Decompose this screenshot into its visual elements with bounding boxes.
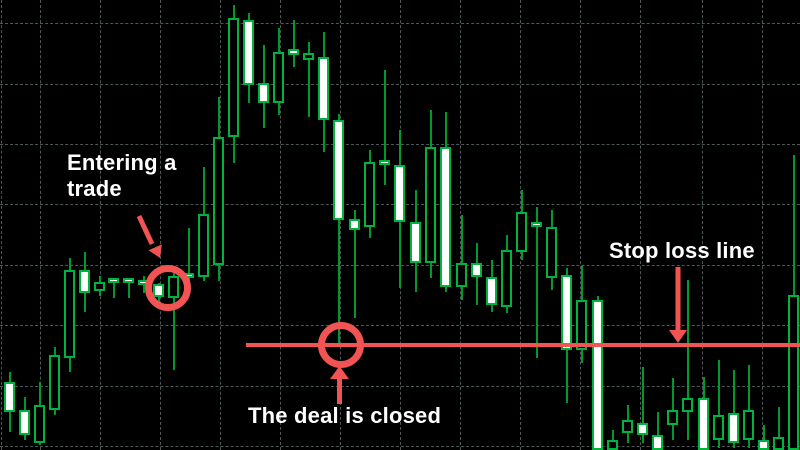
candle-body-bull [333, 120, 344, 220]
candle-body-bear [228, 18, 239, 137]
candle-body-bear [168, 276, 179, 298]
candle-body-bull [637, 423, 648, 435]
entry-arrow-shaft [136, 214, 155, 246]
candle-body-bear [667, 410, 678, 425]
candle-body-bull [288, 49, 299, 55]
candle-wick [672, 378, 674, 440]
close-circle [318, 322, 364, 368]
candle-body-bull [592, 300, 603, 450]
candle-body-bear [682, 398, 693, 412]
stop-loss-label: Stop loss line [609, 238, 755, 263]
candle-wick [733, 370, 735, 448]
candle-wick [718, 360, 720, 448]
candle-wick [536, 207, 538, 358]
candle-wick [293, 20, 295, 67]
deal-closed-label: The deal is closed [248, 403, 442, 428]
candle-body-bull [652, 435, 663, 450]
candle-wick [763, 425, 765, 450]
close-arrow-head [330, 366, 349, 379]
candle-wick [642, 367, 644, 443]
candle-body-bear [64, 270, 75, 358]
candle-wick [188, 228, 190, 285]
candle-body-bear [198, 214, 209, 277]
candle-body-bull [728, 413, 739, 443]
grid-line-vertical [460, 0, 461, 450]
candle-body-bull [698, 398, 709, 450]
grid-line-vertical [762, 0, 763, 450]
candle-wick [687, 280, 689, 440]
entry-circle [145, 265, 191, 311]
candle-body-bear [273, 52, 284, 103]
candle-body-bull [758, 440, 769, 450]
candle-wick [338, 114, 340, 343]
candle-wick [461, 215, 463, 300]
grid-line-vertical [40, 0, 41, 450]
candle-body-bear [607, 440, 618, 450]
grid-line-vertical [340, 0, 341, 450]
entry-arrow-head [148, 244, 162, 258]
candle-wick [308, 42, 310, 117]
candle-body-bull [561, 275, 572, 350]
entry-trade-label-line1: Entering a [67, 150, 177, 175]
candle-wick [173, 270, 175, 370]
candle-body-bear [713, 415, 724, 440]
candle-body-bear [546, 227, 557, 278]
candle-body-bull [486, 277, 497, 305]
candle-wick [778, 407, 780, 450]
candle-body-bear [501, 250, 512, 307]
grid-line-vertical [100, 0, 101, 450]
candle-body-bull [153, 284, 164, 297]
candle-body-bull [19, 410, 30, 435]
entry-trade-label-line2: trade [67, 176, 122, 201]
candle-body-bear [364, 162, 375, 227]
candle-body-bear [49, 355, 60, 410]
candle-body-bull [471, 263, 482, 277]
grid-line-vertical [280, 0, 281, 450]
candle-wick [657, 412, 659, 450]
candle-body-bull [349, 219, 360, 230]
candle-body-bull [108, 278, 119, 283]
candle-body-bear [743, 410, 754, 440]
candle-wick [748, 365, 750, 448]
candle-body-bear [425, 147, 436, 263]
grid-line-vertical [580, 0, 581, 450]
candle-body-bear [94, 282, 105, 291]
candle-body-bull [394, 165, 405, 222]
candle-body-bull [4, 382, 15, 412]
candle-body-bull [440, 147, 451, 287]
candle-body-bull [79, 270, 90, 293]
candle-body-bull [258, 83, 269, 103]
candle-body-bear [34, 405, 45, 443]
candle-body-bear [516, 212, 527, 252]
candle-body-bear [303, 53, 314, 60]
candle-body-bull [410, 222, 421, 263]
candle-body-bear [773, 437, 784, 450]
grid-line-vertical [702, 0, 703, 450]
candle-wick [113, 278, 115, 298]
candle-body-bull [379, 160, 390, 165]
grid-line-vertical [1, 0, 2, 450]
grid-line-vertical [160, 0, 161, 450]
stoploss-arrow-head [669, 330, 687, 343]
candle-body-bull [531, 222, 542, 227]
candle-body-bull [243, 20, 254, 85]
candle-wick [354, 210, 356, 318]
candle-body-bull [123, 278, 134, 283]
candle-body-bear [576, 300, 587, 350]
candle-body-bull [318, 57, 329, 120]
candle-body-bear [456, 263, 467, 287]
entry-trade-label: Entering a trade [67, 150, 177, 202]
candle-body-bear [213, 137, 224, 265]
candle-wick [128, 278, 130, 298]
candle-body-bear [788, 295, 799, 450]
candle-body-bear [622, 420, 633, 433]
grid-line-vertical [640, 0, 641, 450]
candle-wick [384, 70, 386, 185]
